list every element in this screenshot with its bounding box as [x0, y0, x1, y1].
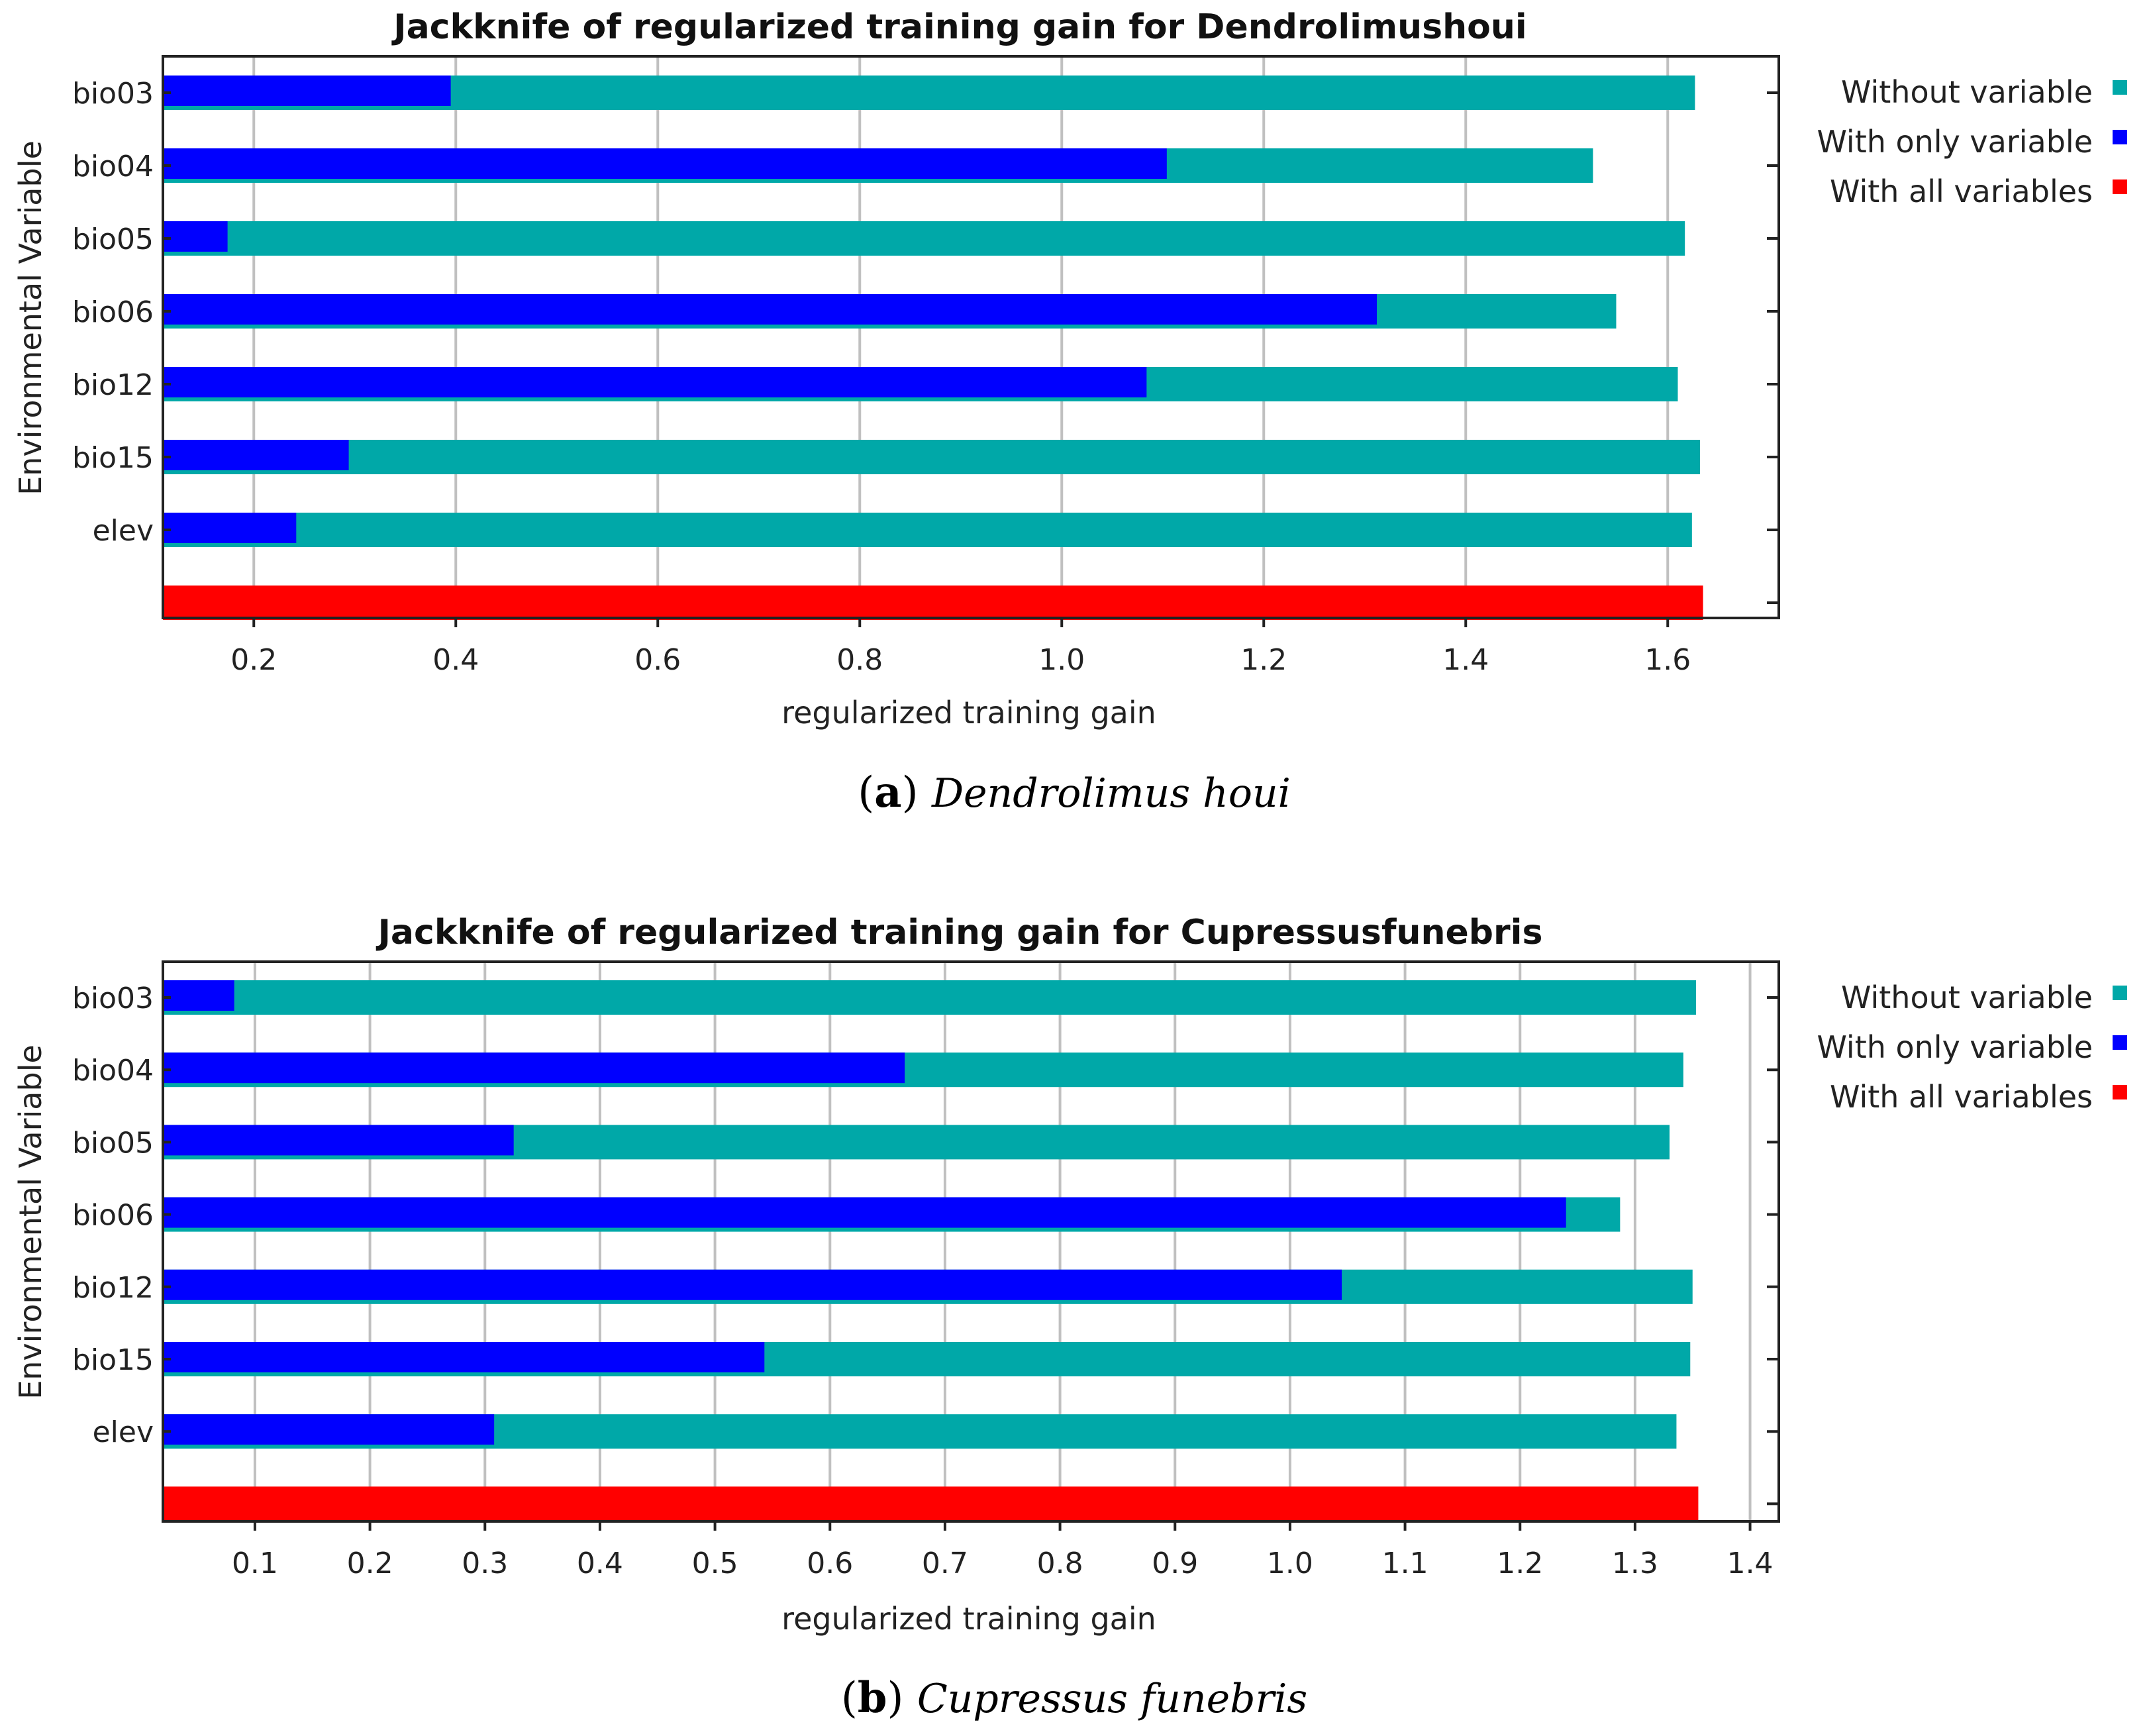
chart-a-category-label-bio15: bio15: [72, 441, 154, 475]
chart-a: Jackknife of regularized training gain f…: [13, 7, 2127, 817]
chart-b-xtick-label-11: 1.2: [1497, 1547, 1543, 1580]
chart-b-y-axis: bio03 bio04 bio05 bio06 bio12 bio15 elev: [72, 982, 1779, 1506]
chart-a-plot-frame: [162, 55, 1780, 619]
chart-a-ylabel: Environmental Variable: [13, 140, 48, 495]
chart-a-bar-only-bio04: [163, 148, 1167, 179]
chart-a-caption: (a) Dendrolimus houi: [858, 768, 1291, 817]
chart-b-legend-all-swatch: [2113, 1085, 2127, 1099]
chart-b-legend-all-label: With all variables: [1830, 1079, 2093, 1115]
chart-a-bar-without-bio15: [163, 440, 1701, 474]
chart-b-bar-only-bio15: [163, 1342, 765, 1372]
chart-a-category-label-bio12: bio12: [72, 368, 154, 402]
chart-b-legend-only-label: With only variable: [1817, 1029, 2093, 1065]
chart-b-xtick-label-2: 0.3: [462, 1547, 508, 1580]
chart-a-category-label-bio05: bio05: [72, 223, 154, 256]
chart-b-bar-without-bio03: [163, 980, 1696, 1015]
chart-b-xtick-label-9: 1.0: [1267, 1547, 1313, 1580]
chart-b-xtick-label-13: 1.4: [1727, 1547, 1774, 1580]
chart-a-category-label-bio04: bio04: [72, 150, 154, 183]
chart-a-legend-only-label: With only variable: [1817, 124, 2093, 160]
chart-b-plot-frame: [162, 960, 1780, 1523]
chart-b-category-label-bio15: bio15: [72, 1343, 154, 1377]
chart-a-xtick-label-7: 1.6: [1644, 643, 1691, 677]
chart-a-bar-without-elev: [163, 513, 1692, 547]
chart-b-ylabel: Environmental Variable: [13, 1045, 48, 1400]
chart-b-category-label-elev: elev: [93, 1415, 154, 1449]
chart-b-xlabel: regularized training gain: [781, 1601, 1156, 1637]
chart-b-legend-without-swatch: [2113, 986, 2127, 1000]
chart-b-caption-text: (b) Cupressus funebris: [841, 1673, 1307, 1723]
chart-a-category-label-elev: elev: [93, 514, 154, 548]
chart-a-bar-only-bio03: [163, 76, 451, 106]
chart-a-xtick-label-0: 0.2: [230, 643, 277, 677]
chart-b-x-axis: 0.1 0.2 0.3 0.4 0.5 0.6 0.7 0.8 0.9 1.0 1.1 1.2 1.3 1…: [232, 1521, 1774, 1580]
chart-b-legend-only-swatch: [2113, 1035, 2127, 1050]
chart-b-xtick-label-10: 1.1: [1382, 1547, 1428, 1580]
chart-b-xtick-label-3: 0.4: [577, 1547, 623, 1580]
chart-b-category-label-bio04: bio04: [72, 1054, 154, 1088]
chart-a-bar-without-bio05: [163, 221, 1685, 256]
chart-a-legend-all-swatch: [2113, 179, 2127, 194]
chart-a-xtick-label-2: 0.6: [634, 643, 681, 677]
chart-b-category-label-bio03: bio03: [72, 982, 154, 1015]
chart-a-x-axis: 0.2 0.4 0.6 0.8 1.0 1.2 1.4 1.6: [230, 618, 1691, 677]
chart-b-bars: [163, 980, 1699, 1521]
chart-b-legend: Without variable With only variable With…: [1817, 980, 2127, 1115]
chart-a-xtick-label-1: 0.4: [432, 643, 479, 677]
chart-a-xtick-label-4: 1.0: [1038, 643, 1085, 677]
chart-a-legend: Without variable With only variable With…: [1817, 74, 2127, 209]
chart-b-xtick-label-1: 0.2: [347, 1547, 393, 1580]
chart-b-xtick-label-7: 0.8: [1037, 1547, 1083, 1580]
chart-a-legend-only-swatch: [2113, 130, 2127, 144]
chart-b-bar-only-bio04: [163, 1052, 905, 1084]
chart-b-bar-only-bio06: [163, 1197, 1566, 1228]
chart-a-bar-only-elev: [163, 513, 297, 543]
chart-b-bar-only-bio03: [163, 980, 234, 1011]
chart-b-legend-without-label: Without variable: [1841, 980, 2093, 1015]
chart-b-caption: (b) Cupressus funebris: [841, 1673, 1307, 1723]
chart-a-xtick-label-3: 0.8: [836, 643, 883, 677]
chart-a-bar-all-variables: [163, 586, 1703, 620]
chart-b-bar-only-elev: [163, 1414, 495, 1445]
chart-b-xtick-label-12: 1.3: [1612, 1547, 1658, 1580]
chart-b-xtick-label-8: 0.9: [1152, 1547, 1198, 1580]
chart-b-bar-only-bio12: [163, 1269, 1342, 1300]
chart-b: Jackknife of regularized training gain f…: [13, 913, 2127, 1723]
chart-a-legend-all-label: With all variables: [1830, 174, 2093, 209]
chart-a-bars: [163, 76, 1703, 620]
chart-b-category-label-bio06: bio06: [72, 1199, 154, 1233]
chart-a-xtick-label-6: 1.4: [1442, 643, 1489, 677]
chart-a-y-axis: bio03 bio04 bio05 bio06 bio12 bio15 elev: [72, 77, 1779, 604]
chart-b-title: Jackknife of regularized training gain f…: [376, 913, 1543, 952]
chart-a-bar-only-bio15: [163, 440, 349, 470]
chart-b-xtick-label-5: 0.6: [807, 1547, 853, 1580]
chart-a-category-label-bio03: bio03: [72, 77, 154, 111]
chart-b-xtick-label-4: 0.5: [692, 1547, 738, 1580]
chart-a-bar-only-bio05: [163, 221, 228, 252]
chart-a-title: Jackknife of regularized training gain f…: [391, 7, 1527, 47]
chart-b-bar-all-variables: [163, 1486, 1699, 1521]
chart-a-category-label-bio06: bio06: [72, 295, 154, 329]
chart-a-xtick-label-5: 1.2: [1240, 643, 1287, 677]
chart-a-caption-text: (a) Dendrolimus houi: [858, 768, 1291, 817]
chart-a-legend-without-label: Without variable: [1841, 74, 2093, 110]
chart-a-legend-without-swatch: [2113, 80, 2127, 95]
chart-a-xlabel: regularized training gain: [781, 695, 1156, 731]
chart-b-bar-only-bio05: [163, 1125, 514, 1156]
chart-b-category-label-bio05: bio05: [72, 1126, 154, 1160]
chart-b-category-label-bio12: bio12: [72, 1271, 154, 1305]
chart-a-bar-only-bio12: [163, 367, 1147, 397]
chart-b-xtick-label-0: 0.1: [232, 1547, 278, 1580]
chart-a-bar-only-bio06: [163, 294, 1377, 325]
chart-b-xtick-label-6: 0.7: [922, 1547, 968, 1580]
